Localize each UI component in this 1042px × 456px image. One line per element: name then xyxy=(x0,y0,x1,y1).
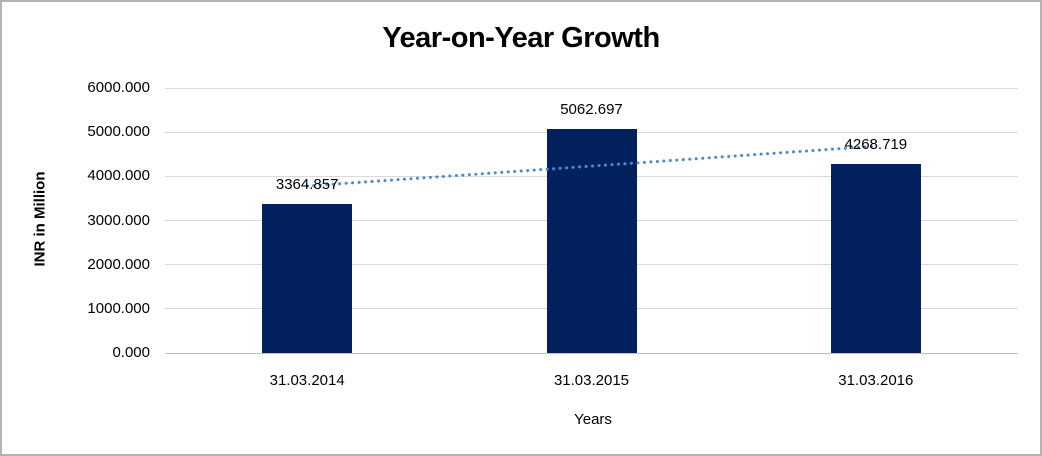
y-tick-label: 3000.000 xyxy=(87,211,150,229)
chart-title: Year-on-Year Growth xyxy=(382,22,660,54)
bar xyxy=(546,129,637,353)
y-tick-label: 0.000 xyxy=(112,344,150,361)
y-tick-label: 5000.000 xyxy=(87,123,150,141)
x-axis-line xyxy=(165,352,1018,354)
x-tick-label: 31.03.2016 xyxy=(838,372,914,389)
bar-value-label: 4268.719 xyxy=(844,136,908,154)
x-axis-title: Years xyxy=(574,411,612,428)
y-tick-label: 6000.000 xyxy=(87,79,150,96)
y-tick-label: 4000.000 xyxy=(87,167,150,185)
y-tick-label: 2000.000 xyxy=(87,255,150,273)
x-tick-label: 31.03.2015 xyxy=(553,372,630,389)
bar-value-label: 3364.857 xyxy=(275,176,339,194)
bar xyxy=(262,204,353,353)
y-tick-label: 1000.000 xyxy=(87,299,150,317)
x-tick-label: 31.03.2014 xyxy=(269,372,345,389)
bar-value-label: 5062.697 xyxy=(560,101,623,119)
gridline xyxy=(165,87,1018,89)
bar xyxy=(830,164,921,353)
